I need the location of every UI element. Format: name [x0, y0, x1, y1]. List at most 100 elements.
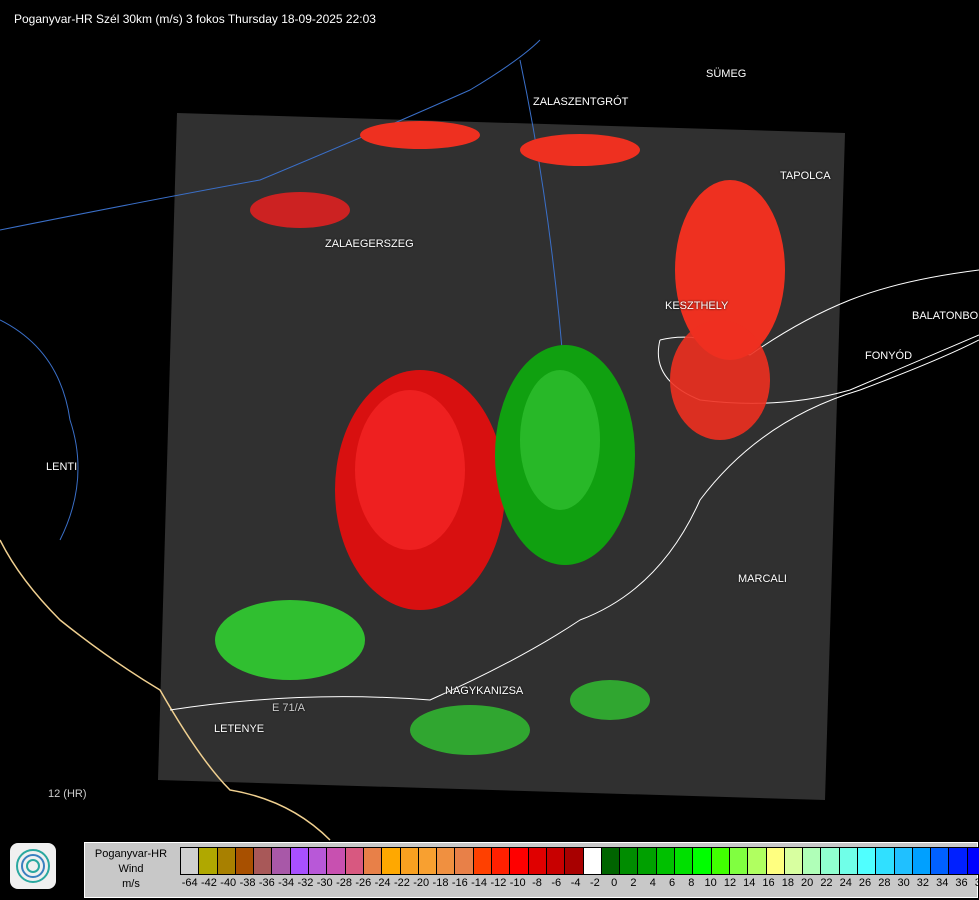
- legend-tick-label: -18: [432, 877, 449, 889]
- legend-tick-label: 28: [878, 877, 891, 889]
- legend-swatch: [601, 848, 621, 874]
- legend-swatch: [857, 848, 877, 874]
- legend-tick-label: 0: [611, 877, 618, 889]
- legend-swatch: [510, 848, 529, 874]
- town-label: LENTI: [46, 461, 78, 473]
- town-label: BALATONBO: [912, 310, 979, 322]
- legend-tick-label: -8: [532, 877, 542, 889]
- legend-swatch: [290, 848, 310, 874]
- legend-tick-label: 20: [801, 877, 814, 889]
- legend-tick-label: -42: [200, 877, 217, 889]
- legend-swatch: [181, 848, 200, 874]
- legend-swatch: [620, 848, 639, 874]
- legend-tick-label: 6: [669, 877, 676, 889]
- legend-swatch: [363, 848, 383, 874]
- color-legend: Poganyvar-HR Wind m/s -64 -42 -40 -38 -36 -34…: [84, 842, 979, 898]
- road-label: 12 (HR): [48, 788, 87, 800]
- legend-tick-label: 8: [688, 877, 695, 889]
- legend-swatch: [784, 848, 804, 874]
- road: [169, 339, 979, 711]
- legend-tick-label: -10: [509, 877, 526, 889]
- legend-variable: Wind: [118, 863, 144, 875]
- legend-tick-label: 2: [630, 877, 637, 889]
- legend-swatch: [492, 848, 511, 874]
- town-label: MARCALI: [738, 573, 787, 585]
- town-label: LETENYE: [214, 723, 265, 735]
- legend-swatch: [235, 848, 255, 874]
- legend-tick-label: -36: [258, 877, 275, 889]
- legend-swatch: [437, 848, 456, 874]
- legend-tick-label: 34: [936, 877, 949, 889]
- legend-swatch: [894, 848, 913, 874]
- legend-title: Poganyvar-HR Wind m/s: [85, 847, 177, 892]
- legend-swatch: [748, 848, 767, 874]
- legend-swatch: [400, 848, 419, 874]
- legend-tick-label: -26: [355, 877, 372, 889]
- legend-swatch: [949, 848, 968, 874]
- legend-tick-label: -38: [239, 877, 256, 889]
- legend-swatch: [656, 848, 676, 874]
- legend-tick-label: -14: [471, 877, 488, 889]
- legend-tick-label: -22: [393, 877, 410, 889]
- legend-swatch: [546, 848, 566, 874]
- legend-tick-label: 24: [839, 877, 852, 889]
- legend-tick-label: 36: [955, 877, 968, 889]
- legend-swatch: [418, 848, 438, 874]
- legend-tick-label: -12: [490, 877, 507, 889]
- legend-swatch: [272, 848, 291, 874]
- map-title: Poganyvar-HR Szél 30km (m/s) 3 fokos Thu…: [14, 12, 376, 26]
- legend-swatch: [711, 848, 730, 874]
- legend-tick-label: 10: [704, 877, 717, 889]
- legend-tick-label: -32: [297, 877, 314, 889]
- legend-swatch: [528, 848, 547, 874]
- town-label: TAPOLCA: [780, 170, 831, 182]
- legend-swatch: [638, 848, 657, 874]
- border-line: [0, 539, 331, 841]
- radar-logo: [10, 843, 56, 889]
- legend-tick-label: -6: [551, 877, 562, 889]
- legend-color-bar: [180, 847, 979, 875]
- legend-tick-label: 12: [723, 877, 737, 889]
- legend-tick-label: -64: [181, 877, 198, 889]
- legend-tick-label: -40: [220, 877, 237, 889]
- legend-swatch: [309, 848, 328, 874]
- town-label: SÜMEG: [706, 68, 747, 80]
- legend-tick-label: 30: [897, 877, 910, 889]
- legend-tick-label: -30: [316, 877, 333, 889]
- legend-swatch: [675, 848, 694, 874]
- town-label: KESZTHELY: [665, 300, 729, 312]
- legend-tick-label: -20: [413, 877, 430, 889]
- legend-swatch: [327, 848, 346, 874]
- legend-tick-label: 26: [858, 877, 872, 889]
- legend-tick-label: -28: [336, 877, 352, 889]
- town-label: ZALASZENTGRÓT: [533, 96, 629, 108]
- legend-swatch: [729, 848, 749, 874]
- town-label: NAGYKANIZSA: [445, 685, 524, 697]
- legend-swatch: [912, 848, 932, 874]
- legend-swatch: [693, 848, 712, 874]
- legend-swatch: [345, 848, 364, 874]
- legend-tick-label: -34: [278, 877, 295, 889]
- legend-swatch: [565, 848, 584, 874]
- legend-tick-label: 18: [781, 877, 794, 889]
- legend-tick-label: 4: [649, 877, 656, 889]
- legend-tick-label: -16: [451, 877, 468, 889]
- legend-swatch: [876, 848, 895, 874]
- legend-swatch: [455, 848, 474, 874]
- radar-echoes: [215, 121, 785, 755]
- legend-swatch: [931, 848, 950, 874]
- legend-swatch: [821, 848, 840, 874]
- legend-swatch: [217, 848, 236, 874]
- legend-tick-label: -24: [374, 877, 391, 889]
- legend-labels: -64 -42 -40 -38 -36 -34 -32 -30 -28 -26 -24 -22 -20-…: [180, 877, 979, 889]
- legend-tick-label: 22: [820, 877, 833, 889]
- legend-tick-label: 38: [974, 877, 979, 889]
- legend-swatch: [254, 848, 273, 874]
- town-label: FONYÓD: [865, 350, 913, 362]
- legend-tick-label: 14: [743, 877, 756, 889]
- legend-tick-label: -4: [570, 877, 581, 889]
- legend-tick-label: 32: [916, 877, 930, 889]
- legend-swatch: [766, 848, 785, 874]
- road-label: E 71/A: [272, 702, 306, 714]
